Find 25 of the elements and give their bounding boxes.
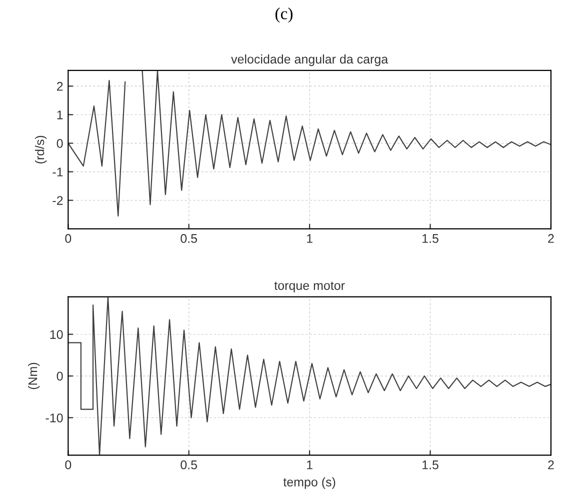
x-tick-label: 1: [307, 234, 312, 243]
x-tick-label: 1.5: [422, 460, 438, 470]
y-tick-label: 2: [56, 82, 63, 91]
line-series: [68, 296, 551, 456]
x-tick-label: 0.5: [180, 460, 198, 470]
x-tick-label: 1: [307, 460, 312, 470]
chart-title: torque motor: [274, 282, 345, 292]
chart-title: velocidade angular da carga: [231, 54, 388, 66]
text: (c): [275, 8, 293, 23]
x-tick-label: 2: [548, 234, 554, 243]
y-tick-label: 10: [50, 330, 63, 339]
y-tick-label: 1: [57, 110, 63, 120]
y-tick-label: -10: [46, 413, 63, 422]
y-tick-label: -1: [52, 168, 63, 176]
y-tick-label: -2: [52, 196, 63, 205]
x-tick-label: 0: [65, 234, 72, 243]
y-axis-title: (Nm): [28, 362, 40, 390]
x-tick-label: 0: [65, 460, 72, 470]
y-axis-title: (rd/s): [34, 136, 47, 164]
x-tick-label: 2: [548, 460, 554, 470]
x-tick-label: 0.5: [180, 234, 198, 243]
x-tick-label: 1.5: [422, 234, 438, 243]
y-tick-label: 0: [56, 372, 63, 381]
x-axis-title: tempo (s): [283, 477, 336, 489]
y-tick-label: 0: [56, 139, 63, 148]
